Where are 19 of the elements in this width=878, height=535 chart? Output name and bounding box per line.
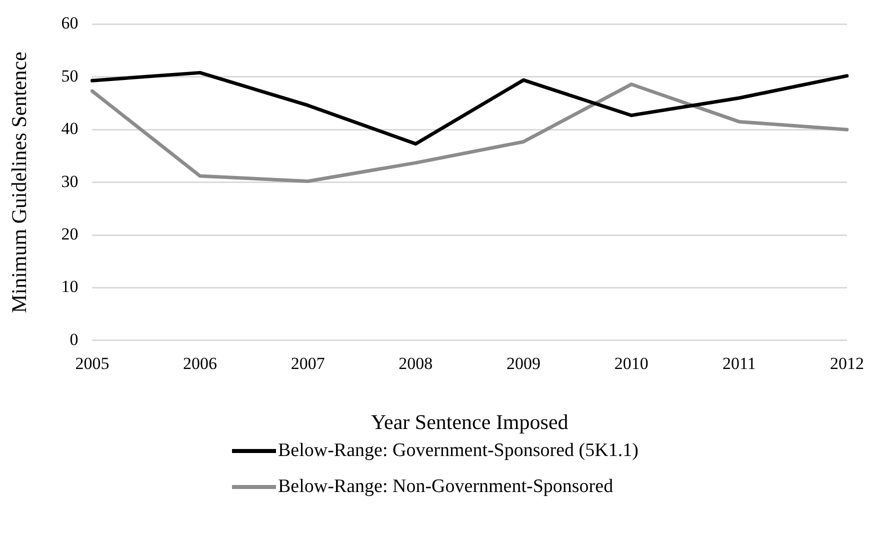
x-tick-label: 2005	[75, 354, 110, 374]
x-tick-label: 2010	[614, 354, 648, 374]
x-axis-title: Year Sentence Imposed	[370, 410, 569, 434]
x-tick-label: 2012	[830, 354, 864, 374]
y-tick-label: 50	[61, 66, 78, 86]
y-tick-label: 40	[61, 119, 78, 138]
y-tick-label: 0	[70, 330, 78, 349]
x-tick-label: 2011	[722, 354, 756, 374]
x-tick-label: 2008	[398, 354, 433, 374]
x-tick-label: 2007	[290, 354, 326, 374]
legend-label: Below-Range: Non-Government-Sponsored	[278, 476, 614, 498]
y-tick-label: 30	[61, 172, 78, 191]
y-tick-label: 20	[61, 224, 78, 244]
legend-label: Below-Range: Government-Sponsored (5K1.1)	[278, 440, 638, 462]
x-tick-label: 2006	[183, 354, 218, 374]
y-tick-label: 10	[61, 277, 78, 296]
y-tick-label: 60	[61, 14, 78, 33]
x-tick-label: 2009	[506, 354, 541, 374]
y-axis-title: Minimum Guidelines Sentence	[7, 52, 32, 313]
